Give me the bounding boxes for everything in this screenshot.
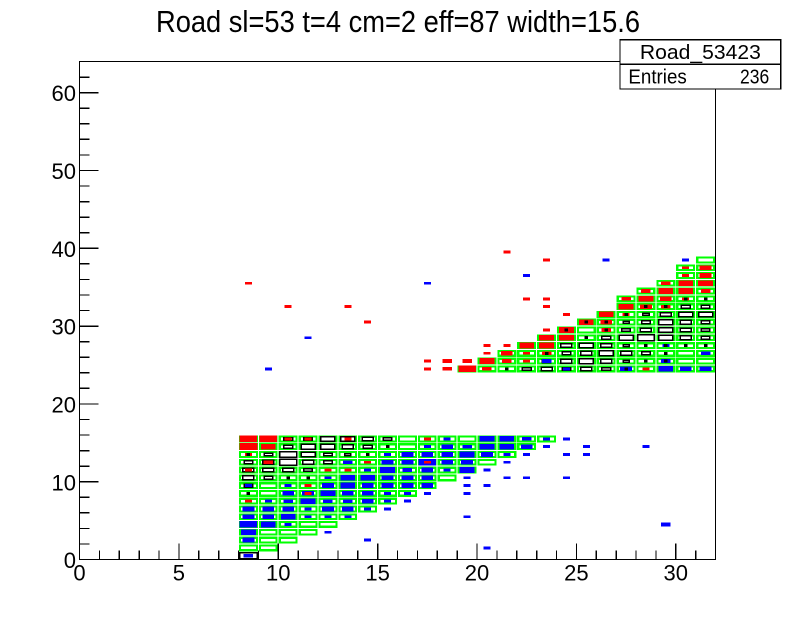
svg-text:10: 10 [52, 470, 76, 495]
svg-text:236: 236 [740, 67, 769, 89]
svg-text:25: 25 [564, 561, 588, 586]
svg-text:60: 60 [52, 81, 76, 106]
svg-text:0: 0 [64, 548, 76, 573]
svg-text:5: 5 [173, 561, 185, 586]
svg-text:10: 10 [266, 561, 290, 586]
svg-text:50: 50 [52, 159, 76, 184]
svg-text:30: 30 [664, 561, 688, 586]
svg-text:Road_53423: Road_53423 [640, 42, 761, 64]
svg-text:0: 0 [73, 561, 85, 586]
svg-text:Road sl=53 t=4 cm=2 eff=87 wid: Road sl=53 t=4 cm=2 eff=87 width=15.6 [156, 4, 640, 39]
svg-text:40: 40 [52, 237, 76, 262]
svg-text:Entries: Entries [628, 67, 686, 89]
svg-text:15: 15 [365, 561, 389, 586]
svg-text:20: 20 [465, 561, 489, 586]
svg-text:20: 20 [52, 393, 76, 418]
svg-text:30: 30 [52, 315, 76, 340]
